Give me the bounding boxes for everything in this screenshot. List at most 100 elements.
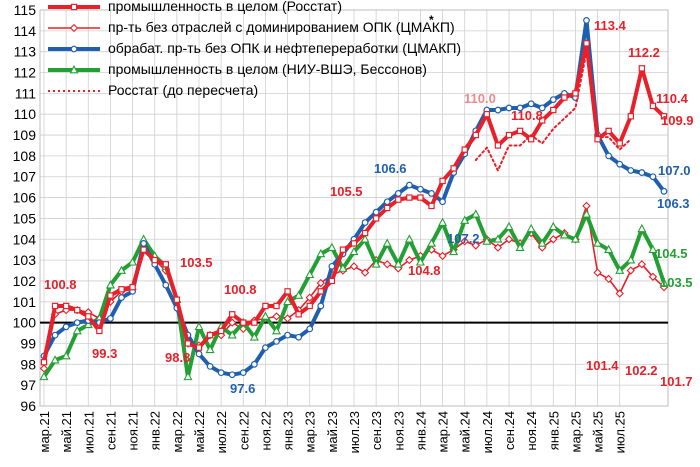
x-tick-label: июл.25 <box>613 411 628 453</box>
marker-square <box>162 261 169 268</box>
marker-square <box>295 311 302 318</box>
marker-triangle <box>227 330 237 339</box>
marker-circle <box>262 344 269 352</box>
marker-triangle <box>83 319 93 329</box>
series-4 <box>474 50 632 172</box>
marker-square <box>151 256 158 264</box>
marker-triangle <box>659 278 669 287</box>
marker-triangle <box>371 259 381 268</box>
data-label: 103.5 <box>660 275 693 290</box>
x-tick-label: май.23 <box>325 411 340 453</box>
marker-circle <box>118 294 125 302</box>
marker-diamond <box>283 314 292 323</box>
marker-circle <box>328 262 336 270</box>
marker-circle <box>162 281 170 289</box>
x-tick-label: янв.24 <box>413 411 428 450</box>
marker-triangle <box>327 242 337 251</box>
marker-circle <box>51 331 59 339</box>
legend-entry: Росстат (до пересчета) <box>108 82 258 98</box>
y-tick-label: 101 <box>13 294 37 310</box>
marker-square <box>472 131 479 139</box>
x-tick-label: май.25 <box>591 411 606 453</box>
marker-square <box>284 288 291 295</box>
x-tick-label: ноя.24 <box>524 411 539 451</box>
marker-diamond <box>626 266 635 275</box>
x-tick-label: сен.21 <box>103 411 118 450</box>
marker-circle <box>516 104 524 112</box>
y-tick-label: 105 <box>13 210 37 226</box>
marker-square <box>627 113 634 120</box>
marker-triangle <box>460 215 470 224</box>
marker-diamond <box>648 272 658 281</box>
marker-square <box>594 136 601 143</box>
x-tick-label: янв.25 <box>546 411 561 450</box>
legend: промышленность в целом (Росстат) пр-ть бе… <box>48 0 461 98</box>
legend-entry: пр-ть без отраслей с доминированием ОПК … <box>108 19 455 35</box>
x-tick-label: мар.25 <box>568 411 583 452</box>
marker-circle <box>538 104 546 112</box>
marker-square <box>339 246 347 253</box>
marker-square <box>450 165 457 172</box>
marker-diamond <box>471 241 480 250</box>
marker-triangle <box>415 257 425 266</box>
marker-triangle <box>449 246 459 256</box>
marker-triangle <box>39 371 49 381</box>
y-tick-label: 99 <box>20 335 36 351</box>
marker-square <box>240 319 247 326</box>
series-0 <box>40 40 668 366</box>
legend-entry: промышленность в целом (Росстат) <box>108 0 342 14</box>
marker-diamond <box>438 251 447 261</box>
x-tick-label: ноя.22 <box>258 411 273 451</box>
marker-square <box>173 296 181 303</box>
y-axis: 96 97 98 99 100 101 102 103 104 105 106 107 108 109 11… <box>13 2 37 414</box>
marker-circle <box>405 181 413 189</box>
data-label: 109.9 <box>661 113 694 128</box>
y-tick-label: 107 <box>13 169 37 185</box>
marker-square <box>384 204 391 212</box>
marker-triangle <box>316 248 326 258</box>
x-axis: мар.21 май.21 июл.21 сен.21 ноя.21 янв.22 мар.… <box>37 411 628 453</box>
marker-square <box>85 313 92 320</box>
marker-circle <box>394 190 402 197</box>
x-tick-label: мар.21 <box>37 411 52 452</box>
marker-square <box>660 113 668 120</box>
data-label: 103.5 <box>180 255 213 270</box>
marker-diamond <box>360 268 370 277</box>
x-tick-label: сен.24 <box>502 411 517 450</box>
marker-square <box>217 327 225 335</box>
x-tick-label: июл.22 <box>214 411 229 453</box>
data-label: 106.3 <box>657 196 690 211</box>
marker-circle <box>195 350 203 358</box>
marker-square <box>361 229 369 237</box>
x-tick-label: сен.23 <box>369 411 384 450</box>
marker-circle <box>73 319 81 327</box>
marker-square <box>649 102 657 110</box>
x-tick-label: ноя.21 <box>126 411 141 451</box>
marker-triangle <box>482 236 492 245</box>
marker-circle <box>527 100 535 108</box>
marker-triangle <box>548 221 558 231</box>
data-label: 100.8 <box>224 282 257 297</box>
marker-diamond <box>405 255 414 265</box>
marker-square <box>372 215 380 222</box>
marker-square <box>539 117 546 124</box>
legend-entry: обрабат. пр-ть без ОПК и нефтепереработк… <box>108 40 461 56</box>
marker-square <box>317 288 324 295</box>
data-label: 107.2 <box>447 231 480 246</box>
marker-circle <box>605 152 613 160</box>
marker-square <box>395 196 402 203</box>
marker-circle <box>295 333 303 341</box>
marker-triangle <box>593 238 603 247</box>
y-tick-label: 103 <box>13 252 37 268</box>
data-label: 110.4 <box>656 91 689 106</box>
marker-triangle <box>305 269 315 279</box>
marker-square <box>118 286 125 293</box>
marker-diamond <box>615 289 624 298</box>
marker-square <box>70 3 78 11</box>
x-tick-label: июл.23 <box>347 411 362 453</box>
y-tick-label: 114 <box>14 23 37 39</box>
marker-triangle <box>116 265 127 274</box>
marker-diamond <box>69 23 79 33</box>
x-tick-label: мар.23 <box>303 411 318 452</box>
